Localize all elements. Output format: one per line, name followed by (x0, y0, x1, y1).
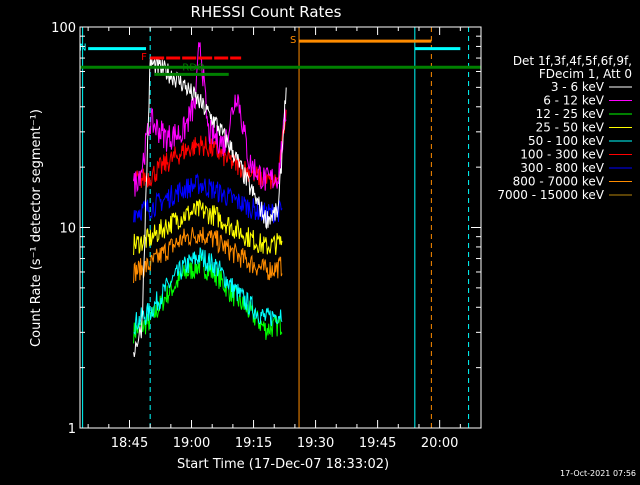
marker-label-n: N (79, 43, 86, 54)
legend-label-100-300kev: 100 - 300 keV (520, 148, 604, 162)
y-axis: 1 10 100 (51, 21, 481, 437)
series-line-800-7000kev (133, 226, 283, 284)
x-tick-label-5: 19:45 (359, 436, 396, 451)
x-tick-label-2: 19:00 (173, 436, 210, 451)
y-axis-label: Count Rate (s⁻¹ detector segment⁻¹) (29, 109, 44, 347)
marker-bars: SNFRDO (79, 35, 481, 76)
series-line-25-50kev (133, 198, 283, 256)
plot-area: SNFRDO (79, 27, 481, 428)
legend-header-line-2: FDecim 1, Att 0 (539, 67, 632, 81)
series-line-300-800kev (133, 172, 283, 224)
x-axis-label: Start Time (17-Dec-07 18:33:02) (177, 457, 389, 472)
legend: Det 1f,3f,4f,5f,6f,9f, FDecim 1, Att 0 3… (497, 54, 632, 202)
x-tick-label-1: 18:45 (111, 436, 148, 451)
legend-label-7000-15000kev: 7000 - 15000 keV (497, 188, 604, 202)
legend-header-line-1: Det 1f,3f,4f,5f,6f,9f, (513, 54, 632, 68)
legend-label-300-800kev: 300 - 800 keV (520, 161, 604, 175)
y-tick-label-2: 10 (59, 222, 76, 237)
x-tick-label-3: 19:15 (235, 436, 272, 451)
legend-label-25-50kev: 25 - 50 keV (536, 121, 605, 135)
marker-label-s: S (290, 35, 296, 46)
chart-title: RHESSI Count Rates (191, 3, 342, 21)
legend-label-800-7000kev: 800 - 7000 keV (513, 175, 605, 189)
legend-label-12-25kev: 12 - 25 keV (536, 107, 605, 121)
series-line-3-6kev (133, 56, 287, 357)
vertical-lines (82, 27, 470, 428)
marker-label-f: F (141, 52, 147, 63)
series-line-6-12kev (133, 42, 287, 197)
y-tick-label-1: 1 (68, 422, 76, 437)
legend-label-3-6kev: 3 - 6 keV (551, 80, 605, 94)
footer-timestamp: 17-Oct-2021 07:56 (560, 469, 636, 478)
x-axis: 18:45 19:00 19:15 19:30 19:45 20:00 (87, 27, 461, 451)
y-tick-label-3: 100 (51, 21, 76, 36)
series-line-50-100kev (133, 247, 283, 336)
x-tick-label-4: 19:30 (297, 436, 334, 451)
legend-label-50-100kev: 50 - 100 keV (528, 134, 605, 148)
legend-label-6-12kev: 6 - 12 keV (543, 94, 605, 108)
x-tick-label-6: 20:00 (421, 436, 458, 451)
series-group (133, 42, 287, 357)
